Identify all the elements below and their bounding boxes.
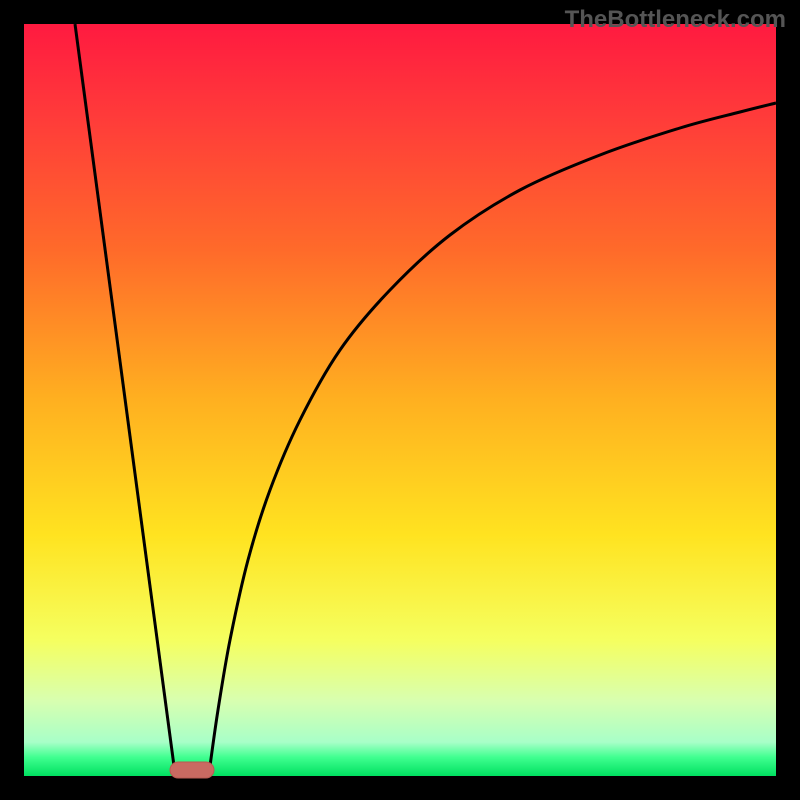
optimal-marker [170,762,214,778]
chart-container: TheBottleneck.com [0,0,800,800]
plot-background [24,24,776,776]
watermark-label: TheBottleneck.com [565,6,786,34]
bottleneck-chart [0,0,800,800]
